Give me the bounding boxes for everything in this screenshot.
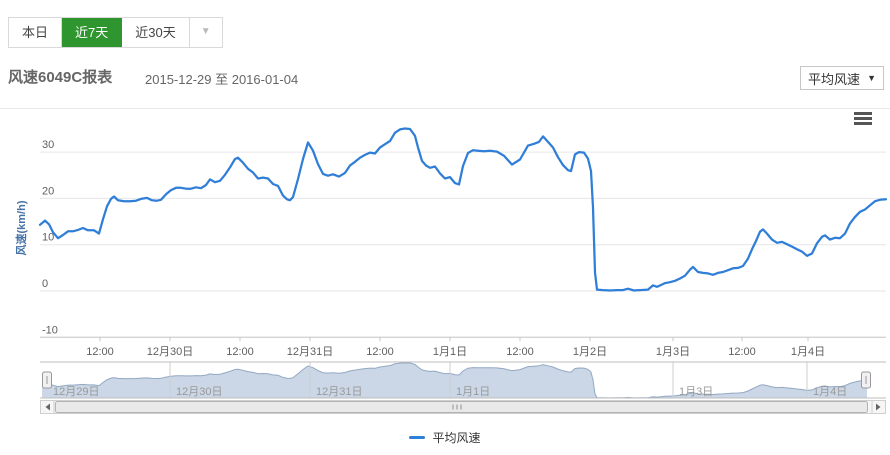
x-tick-label: 12:00 [728,346,756,358]
y-tick-label: 30 [42,139,54,151]
page-title: 风速6049C报表 [8,69,113,86]
header-divider [0,108,890,109]
series-select-dropdown[interactable]: 平均风速 ▼ [800,66,884,90]
x-tick-label: 12:00 [86,346,114,358]
navigator-outline-line [41,362,868,399]
y-tick-label: 0 [42,278,48,290]
avg-wind-speed-line [38,127,888,292]
legend: 平均风速 [0,429,890,446]
y-axis-title: 风速(km/h) [14,200,28,255]
y-tick-label: 20 [42,185,54,197]
plot-area[interactable] [40,113,886,337]
scrollbar-left-arrow-icon [45,403,50,411]
tabbar-more-dropdown[interactable]: ▼ [190,18,222,47]
chevron-down-icon: ▼ [867,73,876,83]
y-tick-label: -10 [42,324,58,336]
legend-item-avg-wind[interactable]: 平均风速 [432,431,481,445]
scrollbar-right-arrow-icon [876,403,881,411]
navigator-day-label: 1月3日 [679,386,713,398]
hamburger-icon [854,117,872,120]
x-tick-label: 12:00 [506,346,534,358]
hamburger-icon [854,112,872,115]
navigator-day-label: 1月1日 [456,386,490,398]
y-tick-label: 10 [42,232,54,244]
hamburger-icon [854,122,872,125]
x-tick-label: 1月1日 [433,346,467,358]
navigator-day-label: 12月30日 [176,386,222,398]
tab-today[interactable]: 本日 [9,18,63,47]
range-selector-tabbar: 本日 近7天 近30天 ▼ [8,17,223,48]
chevron-down-icon: ▼ [200,26,211,37]
series-select-value: 平均风速 [808,71,861,87]
navigator-day-label: 1月4日 [813,386,847,398]
x-tick-label: 12:00 [226,346,254,358]
wind-speed-chart: -10 0 10 20 30 风速(km/h) 12:00 12月30日 12:00 12月31日… [0,108,890,420]
x-tick-label: 1月3日 [656,346,690,358]
date-range-label: 2015-12-29 至 2016-01-04 [145,72,299,87]
x-tick-label: 12月30日 [147,346,193,358]
x-tick-label: 1月4日 [791,346,825,358]
x-tick-label: 1月2日 [573,346,607,358]
tab-last-30-days[interactable]: 近30天 [122,18,190,47]
x-tick-label: 12月31日 [287,346,333,358]
chart-canvas: -10 0 10 20 30 风速(km/h) 12:00 12月30日 12:00 12月31日… [14,113,888,414]
tab-last-7-days[interactable]: 近7天 [62,18,123,47]
x-tick-label: 12:00 [366,346,394,358]
chart-export-menu-button[interactable] [854,112,872,125]
navigator-day-label: 12月29日 [53,386,99,398]
legend-series-marker [409,436,426,439]
navigator-day-label: 12月31日 [316,386,362,398]
